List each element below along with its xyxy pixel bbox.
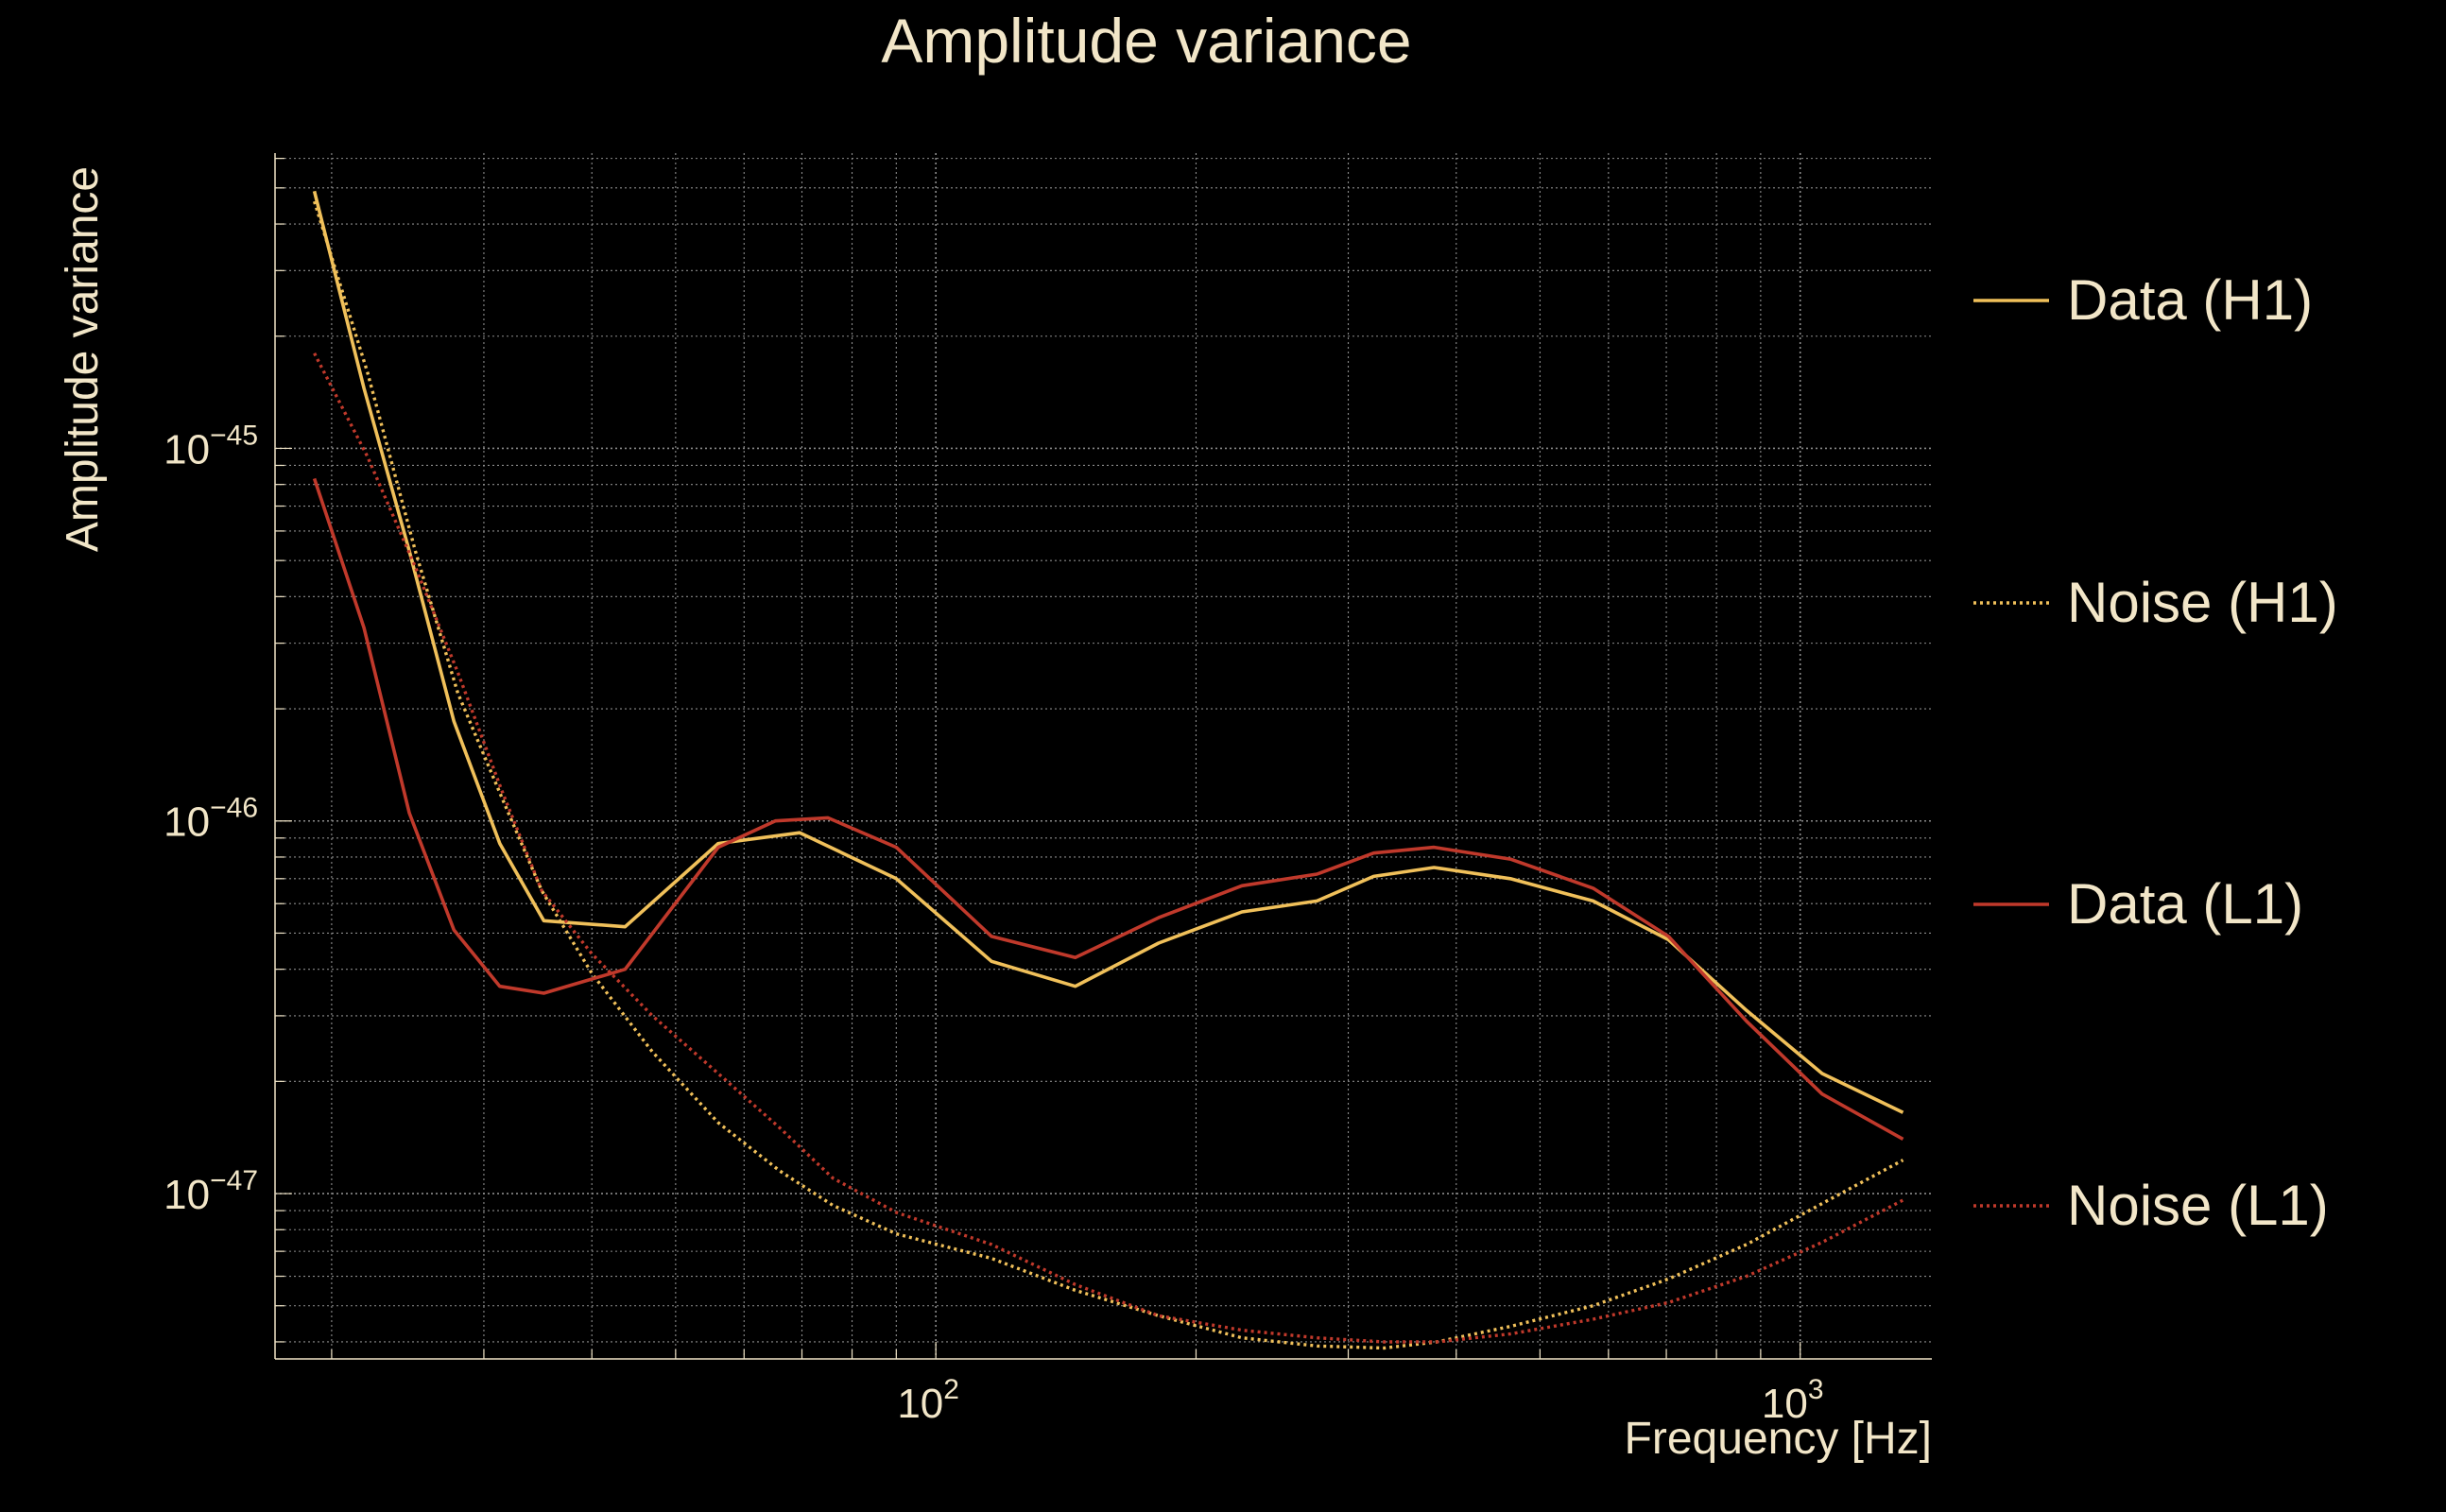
y-tick-label: 10−47 — [164, 1165, 258, 1218]
series-line-0 — [312, 190, 1904, 1114]
legend-label-2: Data (L1) — [2067, 872, 2303, 936]
chart-title: Amplitude variance — [881, 6, 1411, 76]
x-tick-label: 103 — [1762, 1374, 1824, 1427]
tick-labels: 102 103 10−45 10−46 10−47 — [164, 420, 1823, 1427]
y-tick-label: 10−45 — [164, 420, 258, 472]
series-lines — [312, 190, 1904, 1350]
y-tick-label: 10−46 — [164, 793, 258, 846]
legend: Data (H1) Noise (H1) Data (L1) Noise (L1) — [1973, 268, 2338, 1237]
legend-label-1: Noise (H1) — [2067, 571, 2338, 634]
grid-lines — [274, 153, 1932, 1360]
legend-label-0: Data (H1) — [2067, 268, 2313, 332]
series-line-2 — [312, 477, 1904, 1141]
legend-label-3: Noise (L1) — [2067, 1174, 2329, 1237]
x-tick-label: 102 — [897, 1374, 959, 1427]
series-line-3 — [313, 352, 1904, 1344]
x-axis-label: Frequency [Hz] — [1625, 1414, 1932, 1464]
y-axis-label: Amplitude variance — [58, 166, 108, 552]
